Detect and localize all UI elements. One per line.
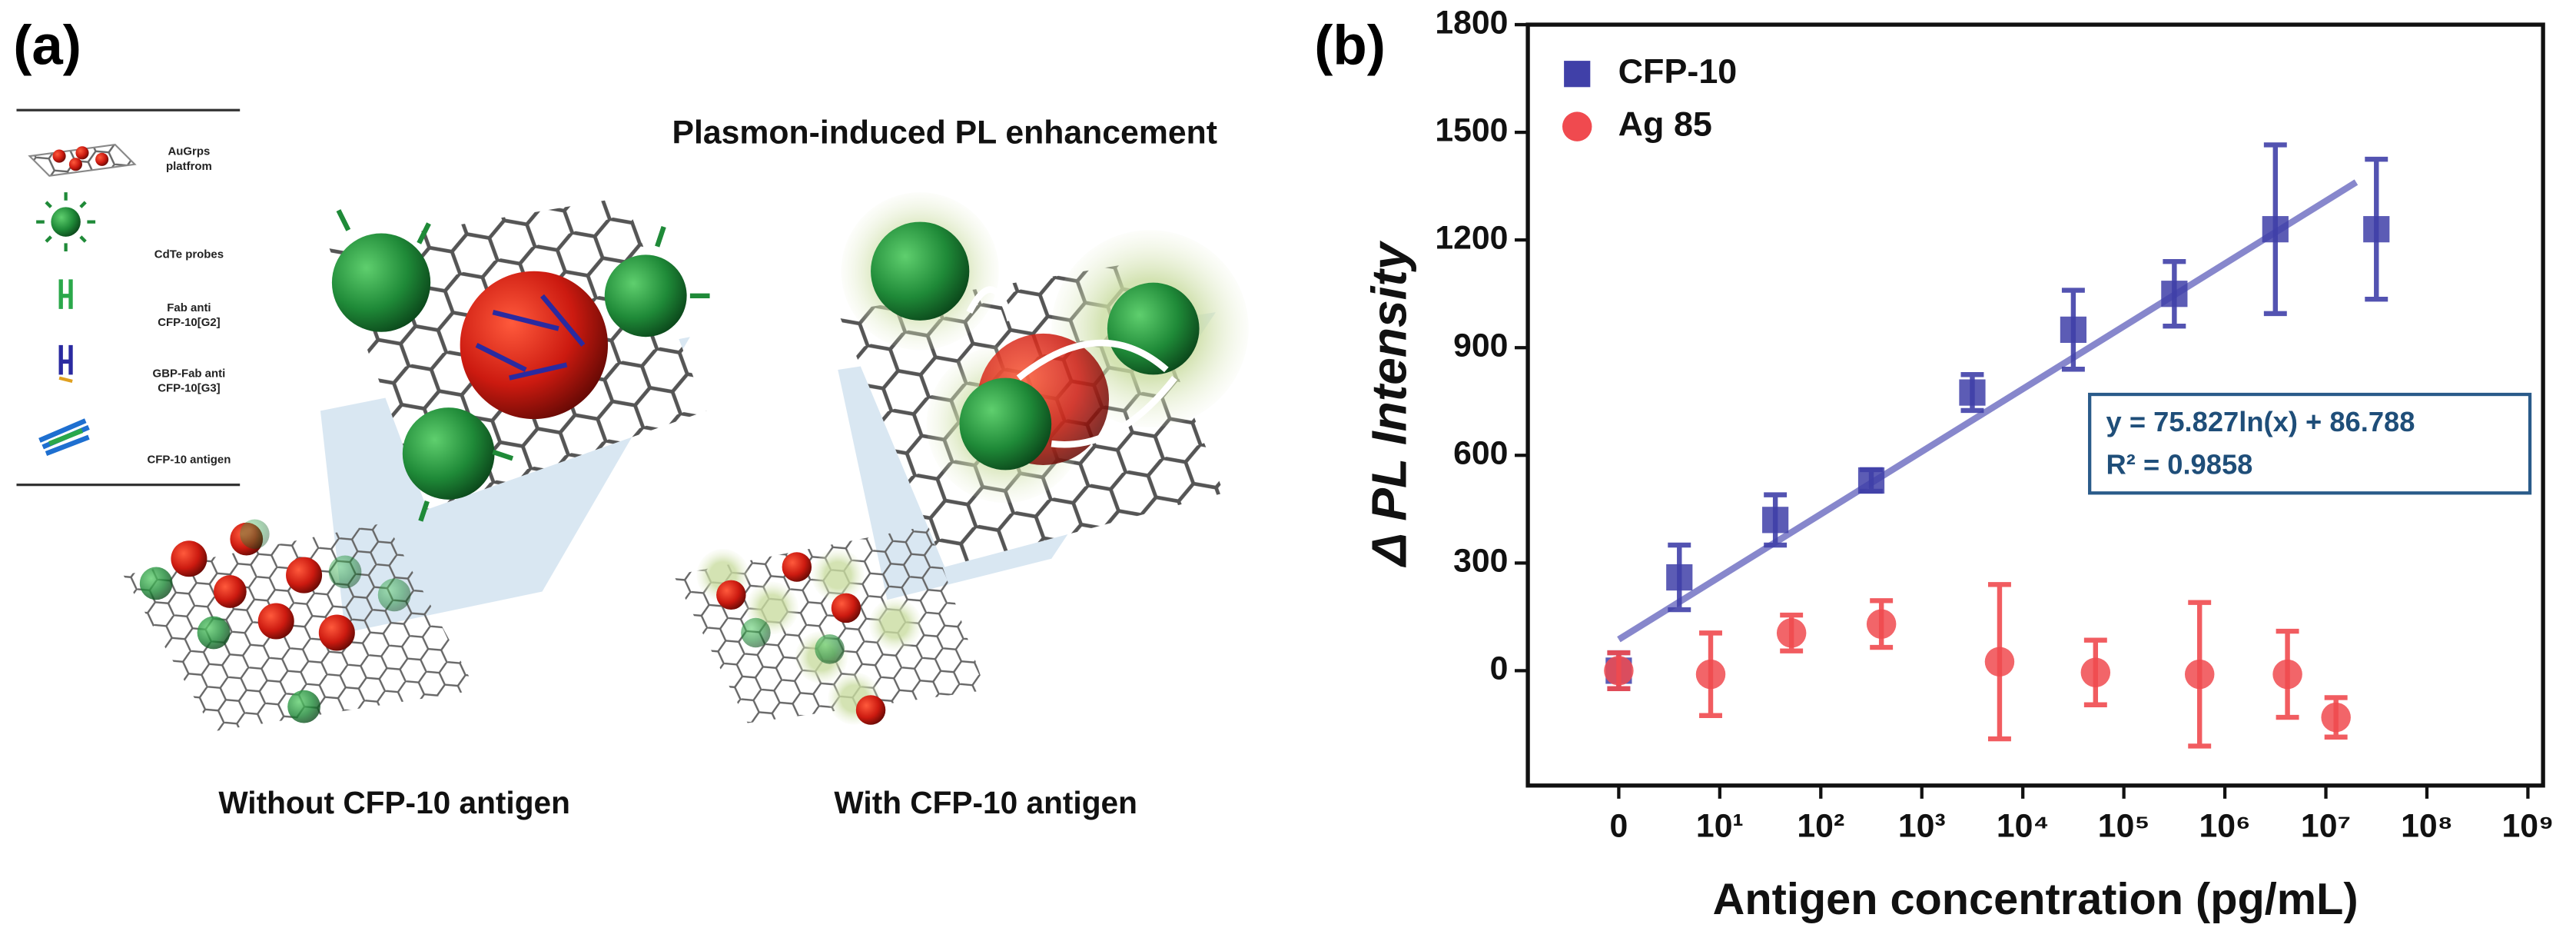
y-tick-label: 1200 xyxy=(1435,219,1508,256)
x-tick-label: 0 xyxy=(1610,808,1628,845)
legend-label: CFP-10 xyxy=(1618,52,1738,91)
legend-texts: AuGrps platfrom CdTe probes Fab anti CFP-10[… xyxy=(148,145,231,467)
x-axis-label: Antigen concentration (pg/mL) xyxy=(1713,875,2359,924)
antibody xyxy=(336,209,710,522)
panel-b: (b) Δ PL Intensity Antigen concentration… xyxy=(1314,4,2554,923)
cdte-probe xyxy=(331,233,431,332)
panel-a: (a) AuGrps platfrom CdTe probes Fab anti CFP… xyxy=(13,14,1249,820)
marker xyxy=(2262,216,2289,243)
sheet-particles xyxy=(696,548,922,725)
x-tick-label: 10⁵ xyxy=(2098,808,2150,845)
y-tick-label: 300 xyxy=(1453,543,1508,580)
y-tick-label: 600 xyxy=(1453,435,1508,472)
cdte-probe xyxy=(402,407,495,500)
fit-line xyxy=(1617,179,2359,643)
plot-frame xyxy=(1525,22,2545,788)
x-tick-label: 10¹ xyxy=(1696,808,1744,845)
sheet-particles xyxy=(139,519,411,723)
x-tick-label: 10⁷ xyxy=(2301,808,2351,845)
legend-text: CFP-10[G2] xyxy=(158,316,220,329)
marker xyxy=(2272,659,2302,690)
sheet xyxy=(673,526,986,723)
x-tick-label: 10² xyxy=(1797,808,1844,845)
legend-text: AuGrps xyxy=(168,145,211,158)
legend-marker xyxy=(1564,61,1591,88)
cdte-probe xyxy=(871,221,970,321)
legend-text: CFP-10 antigen xyxy=(148,453,231,466)
panel-title: Plasmon-induced PL enhancement xyxy=(672,115,1217,151)
x-tick-label: 10⁹ xyxy=(2502,808,2554,845)
panel-label: (b) xyxy=(1314,14,1386,76)
sheet xyxy=(123,522,477,732)
marker xyxy=(2161,281,2188,308)
legend-text: Fab anti xyxy=(167,301,211,314)
y-tick-label: 0 xyxy=(1490,650,1509,687)
marker xyxy=(2363,216,2390,243)
x-tick-label: 10³ xyxy=(1898,808,1946,845)
legend-text: CFP-10[G3] xyxy=(158,381,220,394)
marker xyxy=(1695,659,1726,690)
caption: With CFP-10 antigen xyxy=(834,785,1137,820)
fit-box xyxy=(2088,392,2532,495)
y-tick-label: 1500 xyxy=(1435,111,1508,148)
marker xyxy=(1776,618,1807,648)
x-tick-label: 10⁸ xyxy=(2401,808,2453,845)
x-tick-label: 10⁴ xyxy=(1997,808,2050,845)
marker xyxy=(2060,316,2087,343)
marker xyxy=(1666,564,1693,591)
marker xyxy=(2184,659,2215,690)
legend-text: CdTe probes xyxy=(154,248,224,261)
legend-marker xyxy=(1562,111,1592,141)
marker xyxy=(1984,647,2015,677)
legend-icons xyxy=(28,143,137,456)
caption: Without CFP-10 antigen xyxy=(218,785,570,820)
x-tick-label: 10⁶ xyxy=(2199,808,2250,845)
cdte-probe xyxy=(1107,282,1200,375)
marker xyxy=(2080,657,2111,687)
marker xyxy=(1604,656,1634,686)
legend-label: Ag 85 xyxy=(1618,104,1712,143)
y-tick-label: 900 xyxy=(1453,328,1508,364)
marker xyxy=(2321,702,2351,733)
y-axis-label: Δ PL Intensity xyxy=(1362,240,1417,567)
y-tick-label: 1800 xyxy=(1435,4,1508,41)
legend-text: platfrom xyxy=(166,160,212,173)
panel-label: (a) xyxy=(13,14,81,76)
gold-particle xyxy=(460,271,609,420)
marker xyxy=(1762,507,1789,534)
marker xyxy=(1857,467,1885,494)
marker xyxy=(1959,379,1986,406)
fit-r2: R² = 0.9858 xyxy=(2106,449,2253,480)
marker xyxy=(1866,609,1897,639)
energy-arrow xyxy=(966,286,1177,448)
antibody xyxy=(475,294,586,381)
fit-equation: y = 75.827ln(x) + 86.788 xyxy=(2106,406,2415,437)
cdte-probe xyxy=(959,377,1052,470)
cdte-probe xyxy=(604,254,687,337)
legend-text: GBP-Fab anti xyxy=(153,367,226,380)
